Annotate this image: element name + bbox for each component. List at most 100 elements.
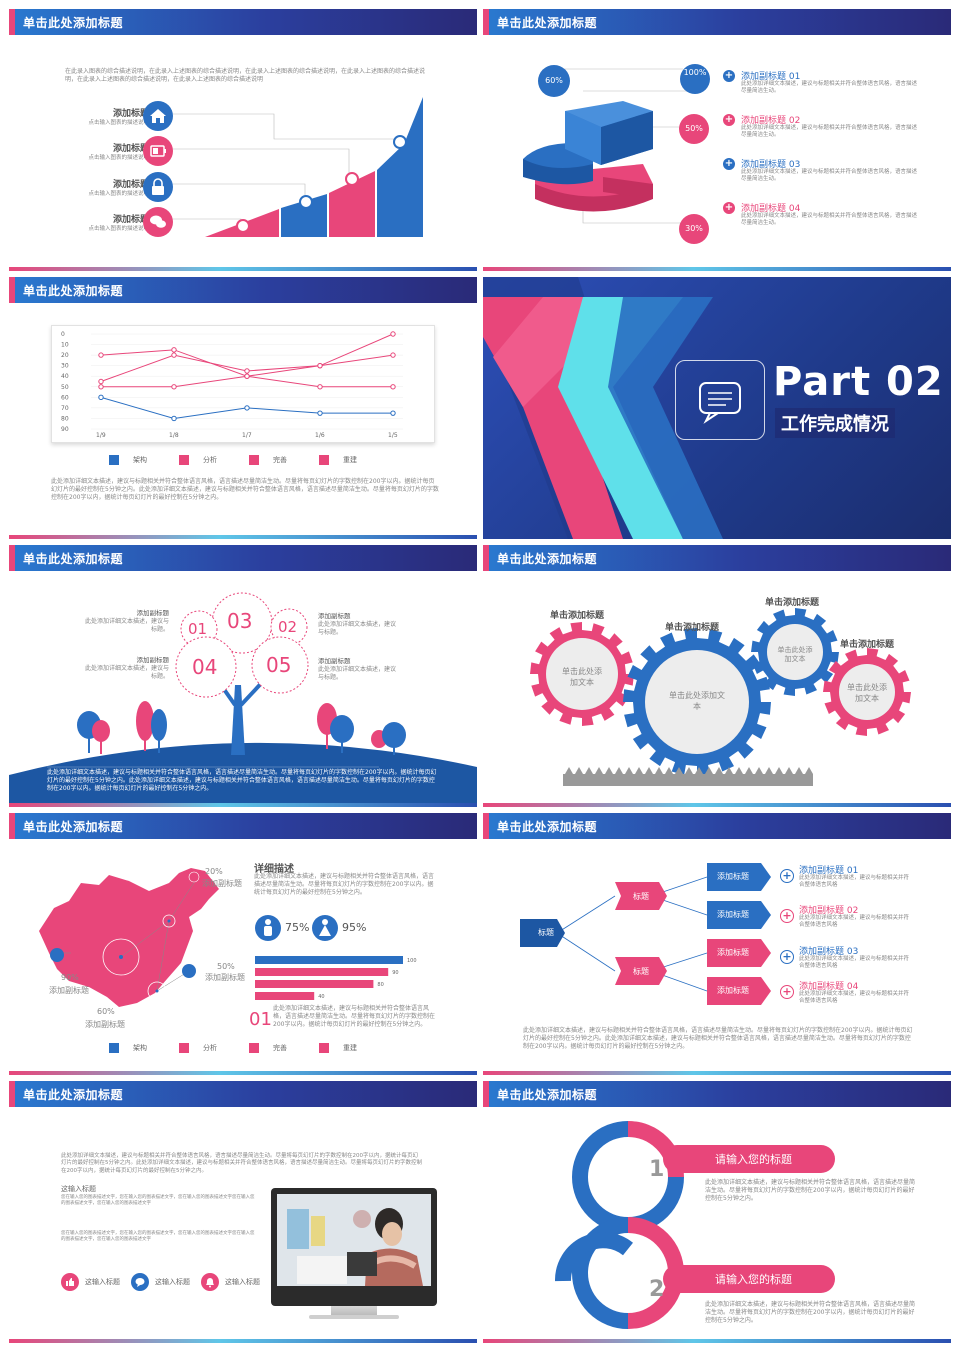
x-tick-label: 1/7 <box>242 432 252 439</box>
slide-header: 单击此处添加标题 <box>483 1081 951 1107</box>
y-tick-label: 20 <box>61 352 69 359</box>
data-point <box>244 368 250 374</box>
slide-title: 单击此处添加标题 <box>497 16 598 30</box>
slide-5[interactable]: 单击此处添加标题 03 01 02 04 05 添加副标题 此处添加详细文本描述，… <box>9 545 477 807</box>
gear-hub <box>645 650 749 754</box>
tree-illustration <box>9 592 477 807</box>
step-number: 1 <box>649 1157 665 1182</box>
legend-item: 分析 <box>179 1043 249 1053</box>
rack-tooth <box>755 767 763 774</box>
slide-10[interactable]: 单击此处添加标题 1 请输入您的标题 此处添加详细文本描述，建议与标题相关并符合整体… <box>483 1081 951 1343</box>
bar <box>255 992 315 1000</box>
data-point <box>98 378 104 385</box>
leaf-node-label: 添加标题 <box>717 986 749 995</box>
rack-tooth <box>645 767 653 774</box>
part-subtitle-box: 工作完成情况 <box>775 408 895 438</box>
item-title: 添加标题 <box>112 109 149 119</box>
slide-7-footer <box>9 1071 477 1075</box>
rack-tooth <box>705 767 713 774</box>
slide-5-footer <box>9 803 477 807</box>
rack-tooth <box>595 767 603 774</box>
y-tick-label: 60 <box>61 394 69 401</box>
3d-pie-chart <box>523 68 700 224</box>
item-subtitle: 点击输入图表的描述说明 <box>88 120 149 126</box>
slide-title: 单击此处添加标题 <box>23 16 124 30</box>
subtitle-description: 此处添加详细文本描述，建议与标题相关并符合整体语言风格，语言描述尽量简洁生动。 <box>741 213 918 227</box>
rack-tooth <box>565 767 573 774</box>
plus-icon: + <box>780 869 794 883</box>
org-tree <box>520 863 771 1005</box>
rack-tooth <box>735 767 743 774</box>
mid-node-label-1: 标题 <box>633 892 649 901</box>
detail-description: 此处添加详细文本描述，建议与标题相关并符合整体语言风格，语言描述尽量简洁生动。尽… <box>254 873 435 897</box>
subtitle: 添加副标题 01 <box>799 866 859 876</box>
slide-10-footer <box>483 1339 951 1343</box>
bar-value: 100 <box>407 958 417 964</box>
legend-swatch <box>179 455 189 465</box>
legend-item: 完善 <box>249 1043 319 1053</box>
slide-4[interactable]: Part 02 工作完成情况 <box>483 277 951 539</box>
gear-text-1: 单击此处添加文本 <box>562 667 602 687</box>
gear-title-4: 单击添加标题 <box>840 640 895 650</box>
chart-panel <box>51 325 435 443</box>
slide-7[interactable]: 单击此处添加标题 20% 添加副标题 50% 添加副标题 90% 添加副标题 6… <box>9 813 477 1075</box>
rack-tooth <box>725 767 733 774</box>
legend-swatch <box>319 455 329 465</box>
pct-badge-30: 30% <box>679 214 709 244</box>
step-description: 此处添加详细文本描述，建议与标题相关并符合整体语言风格，语言描述尽量简洁生动。尽… <box>705 1301 916 1325</box>
map-label-20: 添加副标题 <box>202 879 242 888</box>
male-pct: 75% <box>285 921 310 934</box>
subtitle: 添加副标题 03 <box>799 947 859 957</box>
chat-icon <box>131 1273 149 1291</box>
data-point <box>171 384 177 390</box>
rack-tooth <box>685 767 693 774</box>
rack-tooth <box>745 767 753 774</box>
legend-swatch <box>109 1043 119 1053</box>
data-point <box>171 415 177 422</box>
rack-base <box>563 774 813 786</box>
data-point <box>317 384 323 390</box>
step-title: 请输入您的标题 <box>715 1273 792 1286</box>
item-subtitle: 点击输入图表的描述说明 <box>88 191 149 197</box>
left-item-desc: 此处添加详细文本描述，建议与标题。 <box>85 665 170 681</box>
monitor-screen-photo <box>277 1194 431 1286</box>
subtitle-description: 此处添加详细文本描述，建议与标题相关并符合整体语言风格 <box>799 991 910 1005</box>
part-background <box>483 277 723 539</box>
slide-2[interactable]: 单击此处添加标题 60% 100% 50% 30% + 添加副标题 01 此处添加详… <box>483 9 951 271</box>
sub-description-1: 您在输入您的图表描述文字，您在输入您的图表描述文字，您在输入您的图表描述文字您在… <box>61 1195 255 1207</box>
rack-tooth <box>775 767 783 774</box>
icon-label: 这输入标题 <box>155 1278 190 1286</box>
y-tick-label: 90 <box>61 426 69 433</box>
subtitle: 添加副标题 02 <box>741 116 801 126</box>
slide-3[interactable]: 单击此处添加标题 0 10 20 30 40 50 60 70 80 90 1/9 1/8 1/7 1/6… <box>9 277 477 539</box>
step-number: 2 <box>649 1277 665 1302</box>
bar-value: 80 <box>377 982 383 988</box>
right-item-title: 添加副标题 <box>318 657 351 665</box>
step-description: 此处添加详细文本描述，建议与标题相关并符合整体语言风格，语言描述尽量简洁生动。尽… <box>705 1179 916 1203</box>
slide-8[interactable]: 单击此处添加标题 标题 标题 标题 添加标题 添加标题 添加标题 添加标题 + 添加副标… <box>483 813 951 1075</box>
plus-icon: + <box>723 158 735 170</box>
slide-6[interactable]: 单击此处添加标题 单击添加标题 单击添加标题 单击添加标题 单击添加标题 单击此… <box>483 545 951 807</box>
data-point <box>390 352 396 358</box>
tree-num-01: 01 <box>188 620 208 638</box>
rack-tooth <box>805 767 813 774</box>
plus-icon: + <box>723 70 735 82</box>
tree-num-03: 03 <box>227 609 253 633</box>
slide-3-footer <box>9 535 477 539</box>
subtitle-description: 此处添加详细文本描述，建议与标题相关并符合整体语言风格，语言描述尽量简洁生动。 <box>741 169 918 183</box>
y-tick-label: 40 <box>61 373 69 380</box>
slide-9[interactable]: 单击此处添加标题 此处添加详细文本描述，建议与标题相关并符合整体语言风格，语言描… <box>9 1081 477 1343</box>
part-icon-box <box>675 360 765 440</box>
female-pct: 95% <box>342 921 367 934</box>
slide-1[interactable]: 单击此处添加标题 在此录入图表的综合描述说明，在此录入上述图表的综合描述说明，在… <box>9 9 477 271</box>
bell-icon <box>201 1273 219 1291</box>
pct-badge-50: 50% <box>679 114 709 144</box>
slide-1-footer <box>9 267 477 271</box>
slide-title: 单击此处添加标题 <box>23 1088 124 1102</box>
subtitle-description: 此处添加详细文本描述，建议与标题相关并符合整体语言风格 <box>799 875 910 889</box>
data-point <box>98 394 104 401</box>
num-01: 01 <box>249 1009 272 1030</box>
slide-header: 单击此处添加标题 <box>9 277 477 303</box>
thumbs-up-icon <box>61 1273 79 1291</box>
male-icon <box>255 915 281 941</box>
